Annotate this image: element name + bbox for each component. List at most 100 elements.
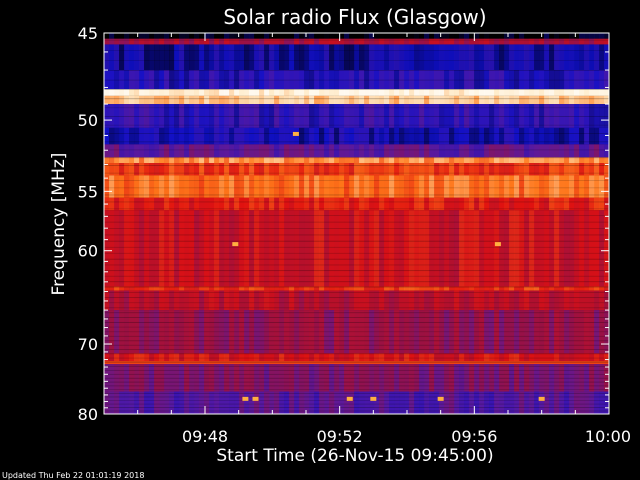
band-texture-cell <box>394 210 400 287</box>
band-texture-cell <box>224 391 230 414</box>
band-texture-cell <box>419 210 425 287</box>
band-texture-cell <box>314 89 320 96</box>
band-texture-cell <box>349 210 355 287</box>
band-texture-cell <box>529 95 535 105</box>
band-texture-cell <box>339 38 345 45</box>
band-texture-cell <box>204 290 210 311</box>
band-texture-cell <box>504 175 510 198</box>
band-texture-cell <box>239 310 245 354</box>
band-texture-cell <box>324 310 330 354</box>
band-texture-cell <box>584 197 590 211</box>
band-texture-cell <box>324 89 330 96</box>
band-texture-cell <box>124 175 130 198</box>
band-texture-cell <box>424 286 430 291</box>
band-texture-cell <box>179 144 185 158</box>
band-texture-cell <box>149 127 155 145</box>
band-texture-cell <box>339 353 345 362</box>
band-texture-cell <box>434 364 440 392</box>
band-texture-cell <box>369 144 375 158</box>
band-texture-cell <box>129 197 135 211</box>
band-texture-cell <box>244 391 250 414</box>
band-texture-cell <box>504 310 510 354</box>
band-texture-cell <box>294 104 300 128</box>
band-texture-cell <box>379 157 385 164</box>
band-texture-cell <box>599 157 605 164</box>
band-texture-cell <box>549 210 555 287</box>
band-texture-cell <box>249 127 255 145</box>
band-texture-cell <box>339 70 345 90</box>
band-texture-cell <box>254 104 260 128</box>
band-texture-cell <box>529 104 535 128</box>
band-texture-cell <box>324 175 330 198</box>
band-texture-cell <box>279 210 285 287</box>
band-texture-cell <box>329 175 335 198</box>
band-texture-cell <box>249 290 255 311</box>
band-texture-cell <box>209 157 215 164</box>
band-texture-cell <box>459 353 465 362</box>
band-texture-cell <box>399 44 405 71</box>
band-texture-cell <box>294 197 300 211</box>
band-texture-cell <box>309 157 315 164</box>
band-texture-cell <box>284 163 290 176</box>
band-texture-cell <box>534 89 540 96</box>
band-texture-cell <box>329 353 335 362</box>
band-texture-cell <box>114 38 120 45</box>
band-texture-cell <box>489 290 495 311</box>
band-texture-cell <box>214 157 220 164</box>
band-texture-cell <box>449 70 455 90</box>
band-texture-cell <box>284 127 290 145</box>
band-texture-cell <box>559 157 565 164</box>
band-texture-cell <box>414 290 420 311</box>
texture-line <box>104 50 609 51</box>
band-texture-cell <box>104 33 110 39</box>
band-texture-cell <box>489 353 495 362</box>
band-texture-cell <box>574 391 580 414</box>
band-texture-cell <box>274 33 280 39</box>
band-texture-cell <box>509 89 515 96</box>
band-texture-cell <box>264 127 270 145</box>
band-texture-cell <box>159 310 165 354</box>
band-texture-cell <box>589 127 595 145</box>
band-texture-cell <box>504 70 510 90</box>
band-texture-cell <box>349 44 355 71</box>
band-texture-cell <box>399 286 405 291</box>
band-texture-cell <box>204 391 210 414</box>
band-texture-cell <box>554 89 560 96</box>
band-texture-cell <box>564 353 570 362</box>
band-texture-cell <box>109 157 115 164</box>
band-texture-cell <box>549 353 555 362</box>
band-texture-cell <box>304 364 310 392</box>
band-texture-cell <box>454 197 460 211</box>
band-texture-cell <box>464 33 470 39</box>
band-texture-cell <box>219 364 225 392</box>
band-texture-cell <box>189 33 195 39</box>
band-texture-cell <box>544 95 550 105</box>
band-texture-cell <box>544 310 550 354</box>
band-texture-cell <box>264 364 270 392</box>
band-texture-cell <box>539 157 545 164</box>
band-texture-cell <box>364 286 370 291</box>
band-texture-cell <box>539 104 545 128</box>
band-texture-cell <box>424 127 430 145</box>
band-texture-cell <box>194 95 200 105</box>
band-texture-cell <box>459 33 465 39</box>
band-texture-cell <box>304 104 310 128</box>
band-texture-cell <box>174 33 180 39</box>
band-texture-cell <box>224 127 230 145</box>
band-texture-cell <box>579 391 585 414</box>
band-texture-cell <box>149 104 155 128</box>
band-texture-cell <box>189 364 195 392</box>
band-texture-cell <box>429 286 435 291</box>
band-texture-cell <box>449 310 455 354</box>
band-texture-cell <box>434 391 440 414</box>
band-texture-cell <box>269 210 275 287</box>
band-texture-cell <box>289 175 295 198</box>
band-texture-cell <box>374 310 380 354</box>
band-texture-cell <box>154 175 160 198</box>
band-texture-cell <box>324 127 330 145</box>
band-texture-cell <box>249 391 255 414</box>
band-texture-cell <box>594 286 600 291</box>
texture-line <box>104 312 609 314</box>
band-texture-cell <box>249 163 255 176</box>
band-texture-cell <box>599 175 605 198</box>
